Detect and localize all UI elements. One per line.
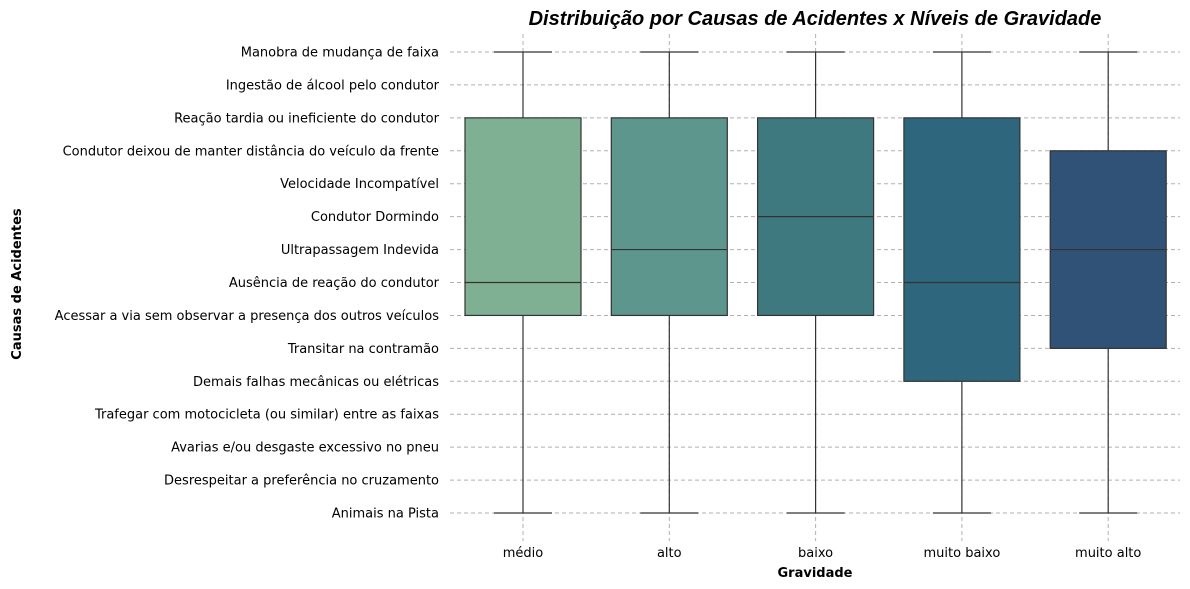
box-layer — [464, 51, 1167, 514]
x-axis-title: Gravidade — [778, 566, 853, 581]
box-iqr — [903, 117, 1021, 382]
y-tick-label: Condutor deixou de manter distância do v… — [63, 144, 439, 159]
x-tick-label: médio — [503, 546, 544, 561]
y-tick-label: Ultrapassagem Indevida — [281, 243, 439, 258]
y-tick-label: Desrespeitar a preferência no cruzamento — [164, 474, 439, 489]
y-tick-label: Ausência de reação do condutor — [229, 276, 440, 291]
y-tick-label: Velocidade Incompatível — [280, 177, 439, 192]
box-alto — [610, 51, 728, 514]
y-tick-label: Reação tardia ou ineficiente do condutor — [174, 111, 440, 126]
y-tick-label: Transitar na contramão — [287, 342, 439, 357]
y-tick-labels: Manobra de mudança de faixa Ingestão de á… — [55, 46, 440, 522]
x-tick-labels: médio alto baixo muito baixo muito alto — [503, 546, 1142, 561]
x-tick-label: muito alto — [1075, 546, 1141, 561]
x-tick-label: baixo — [798, 546, 833, 561]
box-muito-baixo — [903, 51, 1021, 514]
y-tick-label: Manobra de mudança de faixa — [241, 46, 439, 61]
chart-title: Distribuição por Causas de Acidentes x N… — [529, 8, 1102, 30]
y-tick-label: Condutor Dormindo — [311, 210, 439, 225]
box-muito-alto — [1049, 51, 1167, 514]
x-tick-label: alto — [657, 546, 682, 561]
y-tick-label: Acessar a via sem observar a presença do… — [55, 309, 440, 324]
box-baixo — [756, 51, 875, 514]
y-tick-label: Demais falhas mecânicas ou elétricas — [193, 375, 439, 390]
y-tick-label: Trafegar com motocicleta (ou similar) en… — [94, 408, 439, 423]
y-tick-label: Avarias e/ou desgaste excessivo no pneu — [171, 441, 439, 456]
y-tick-label: Ingestão de álcool pelo condutor — [226, 78, 440, 93]
box-iqr — [464, 117, 582, 317]
y-axis-title: Causas de Acidentes — [10, 208, 25, 360]
y-tick-label: Animais na Pista — [332, 507, 439, 522]
box-médio — [464, 51, 582, 514]
x-tick-label: muito baixo — [924, 546, 1001, 561]
box-iqr — [610, 117, 728, 317]
